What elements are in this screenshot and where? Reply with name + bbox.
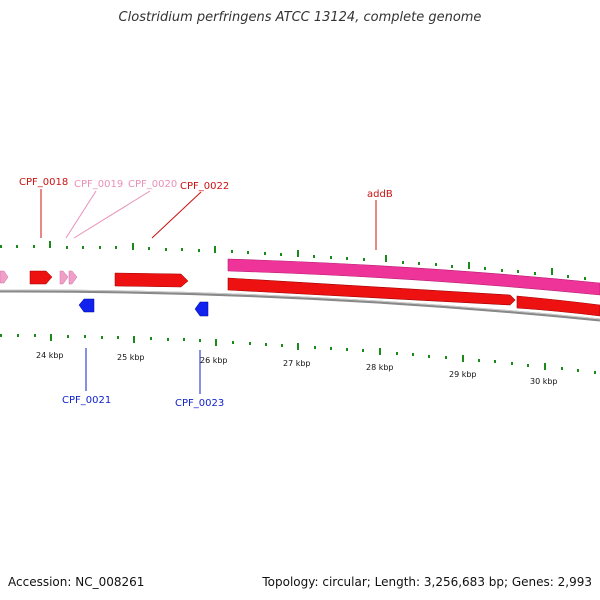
gene-cpf-0021[interactable] (78, 298, 95, 313)
gene-cpf-0017-partial[interactable] (0, 270, 9, 284)
gene-cpf-0022[interactable] (114, 272, 189, 288)
gene-cpf-0018[interactable] (29, 270, 53, 285)
scale-label-26kbp: 26 kbp (200, 356, 228, 365)
gene-cpf-0023[interactable] (194, 301, 209, 317)
label-cpf-0020[interactable]: CPF_0020 (128, 179, 177, 190)
scale-label-28kbp: 28 kbp (366, 363, 394, 372)
genome-summary-text: Topology: circular; Length: 3,256,683 bp… (262, 575, 592, 589)
label-cpf-0019[interactable]: CPF_0019 (74, 179, 123, 190)
label-cpf-0021[interactable]: CPF_0021 (62, 395, 111, 406)
mrna-band-addB[interactable] (227, 258, 600, 296)
scale-label-25kbp: 25 kbp (117, 353, 145, 362)
label-cpf-0023[interactable]: CPF_0023 (175, 398, 224, 409)
leader-lines (40, 189, 377, 394)
gene-cpf-0019[interactable] (59, 270, 69, 285)
scale-labels: 24 kbp 25 kbp 26 kbp 27 kbp 28 kbp 29 kb… (36, 351, 558, 386)
lower-tick-track (0, 334, 596, 374)
gene-addB-continuation[interactable] (516, 295, 600, 317)
scale-label-29kbp: 29 kbp (449, 370, 477, 379)
label-cpf-0022[interactable]: CPF_0022 (180, 181, 229, 192)
label-addB[interactable]: addB (367, 189, 393, 200)
upper-tick-track (0, 241, 586, 280)
gene-addB[interactable] (227, 277, 516, 306)
accession-text: Accession: NC_008261 (8, 575, 145, 589)
scale-label-30kbp: 30 kbp (530, 377, 558, 386)
label-cpf-0018[interactable]: CPF_0018 (19, 177, 68, 188)
genome-backbone (0, 289, 600, 322)
genome-title: Clostridium perfringens ATCC 13124, comp… (118, 10, 482, 25)
gene-cpf-0020[interactable] (68, 270, 78, 285)
scale-label-24kbp: 24 kbp (36, 351, 64, 360)
scale-label-27kbp: 27 kbp (283, 359, 311, 368)
